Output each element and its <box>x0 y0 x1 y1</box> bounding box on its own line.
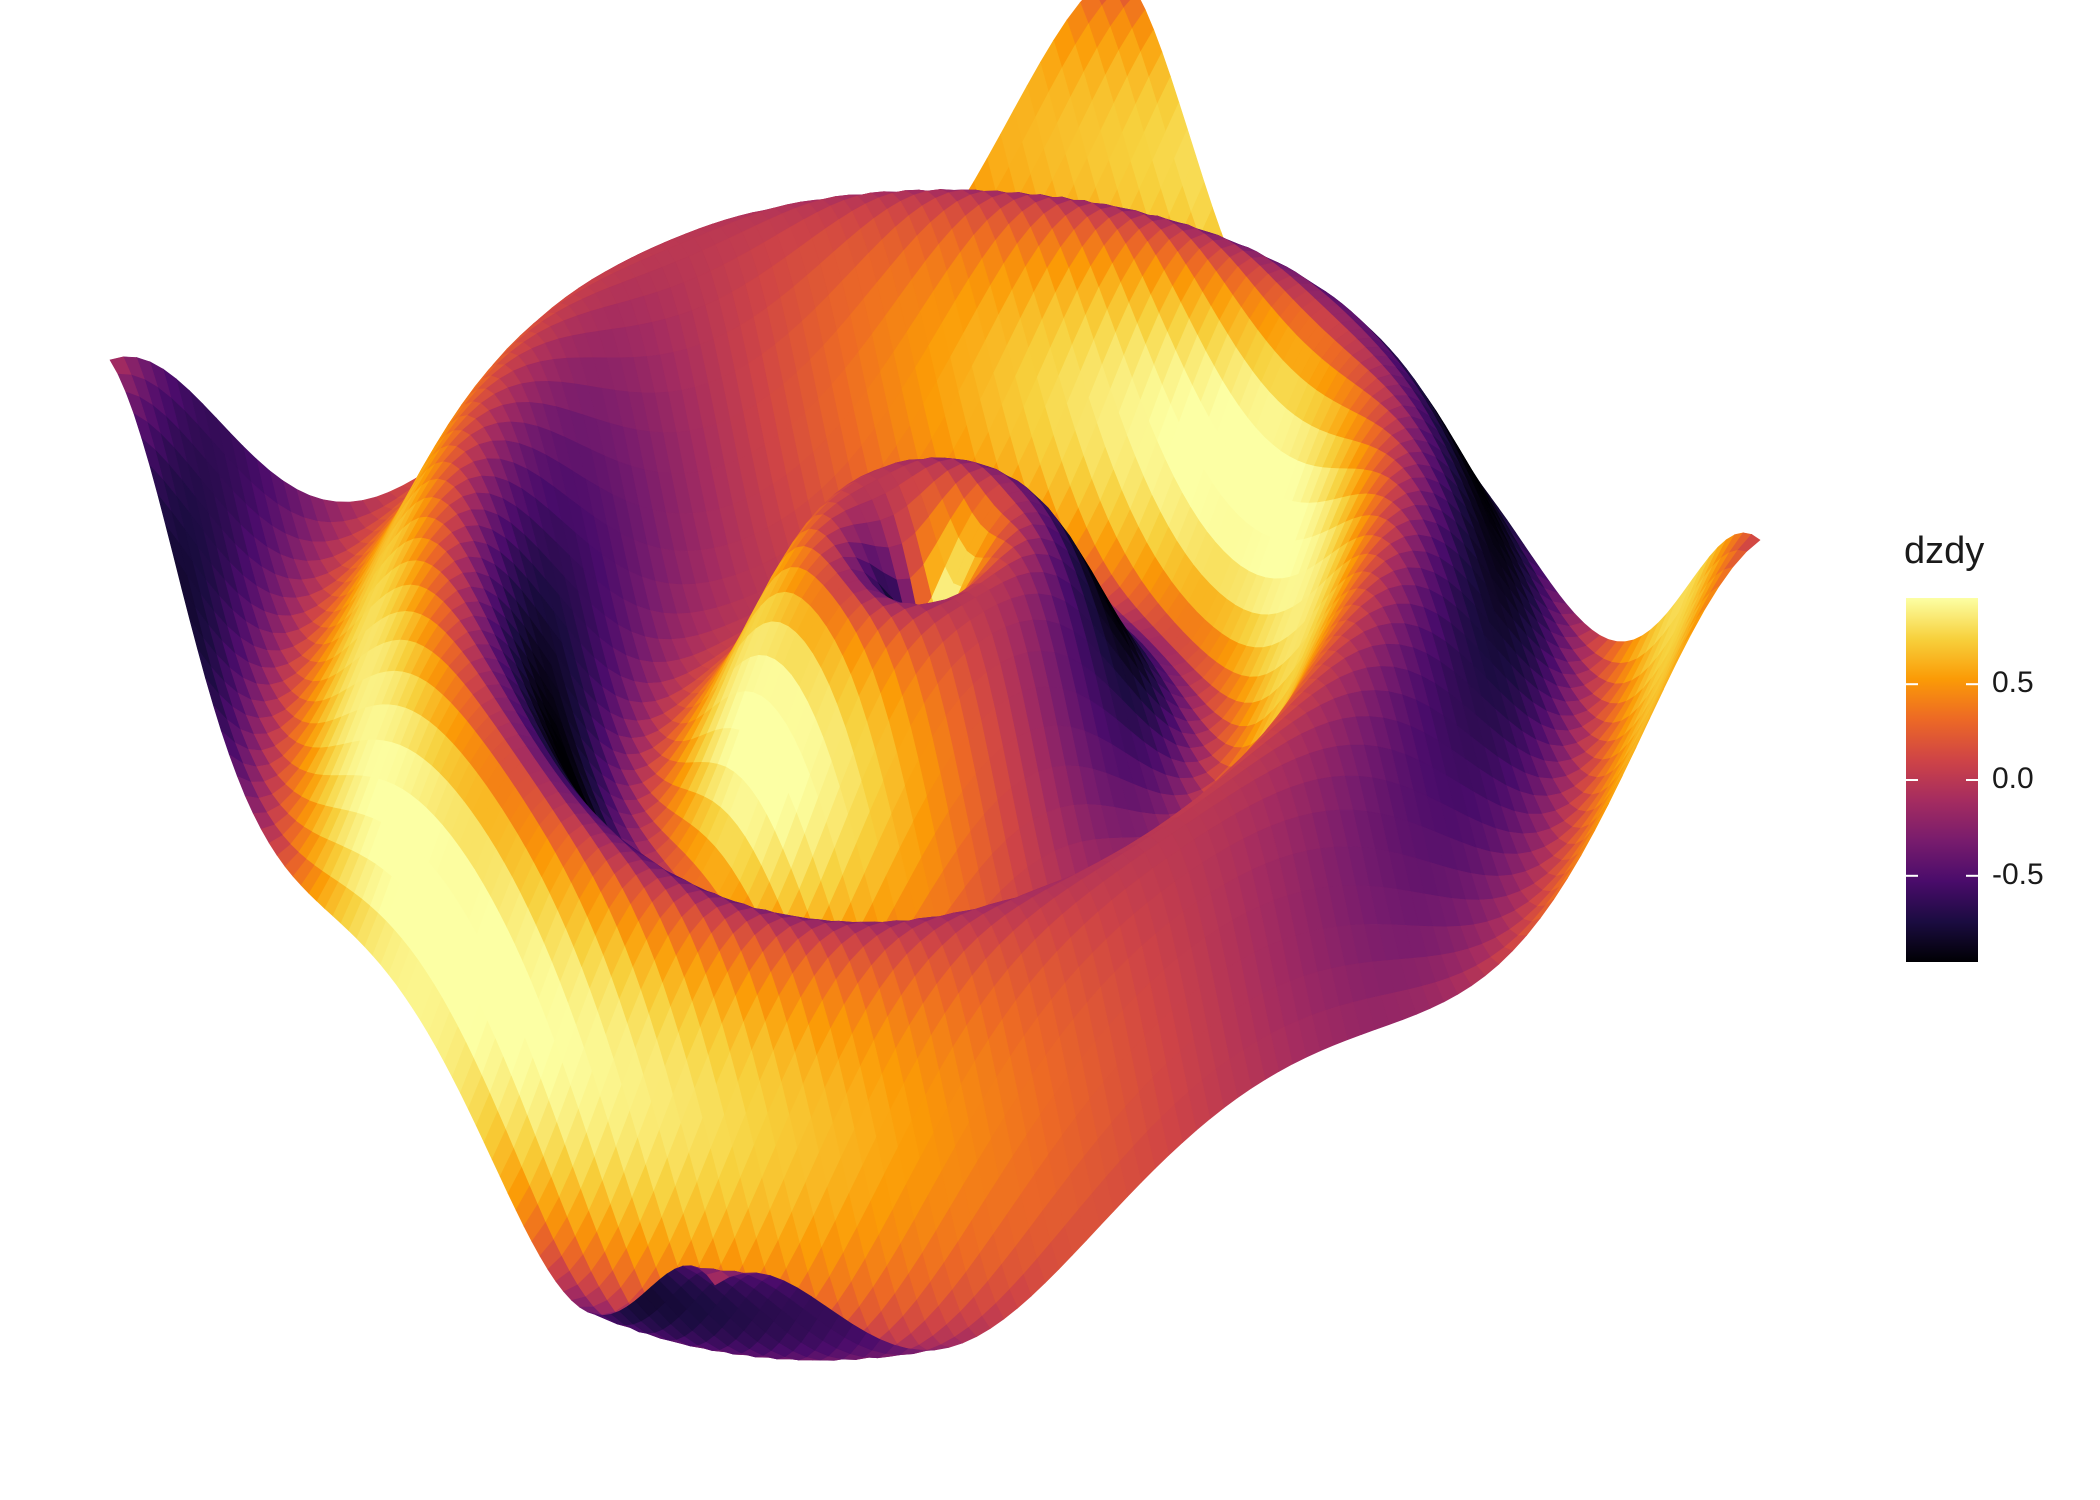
surface-plot <box>109 0 1761 1361</box>
plot-area <box>109 0 1761 1361</box>
surface-facet <box>1098 0 1108 7</box>
